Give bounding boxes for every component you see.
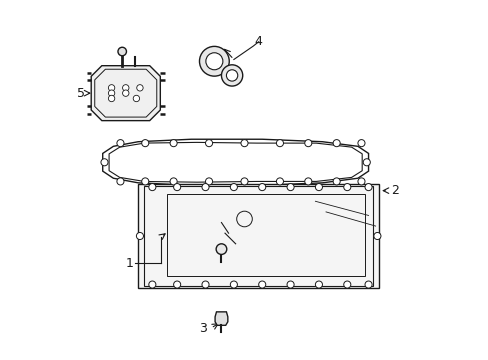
Circle shape [226,70,237,81]
Circle shape [315,184,322,191]
Text: 5: 5 [77,87,85,100]
Circle shape [117,178,124,185]
Circle shape [199,46,229,76]
Circle shape [108,95,115,102]
Circle shape [286,281,293,288]
Circle shape [241,140,247,147]
Circle shape [173,281,181,288]
Circle shape [258,281,265,288]
Circle shape [241,178,247,185]
Circle shape [173,184,181,191]
Circle shape [133,95,139,102]
Circle shape [343,281,350,288]
Circle shape [108,85,115,91]
Text: 3: 3 [199,321,207,335]
Circle shape [205,140,212,147]
Circle shape [148,184,156,191]
Circle shape [363,159,369,166]
Circle shape [304,178,311,185]
Circle shape [202,184,209,191]
Circle shape [148,281,156,288]
Circle shape [276,178,283,185]
Circle shape [304,140,311,147]
Polygon shape [102,139,368,185]
Circle shape [357,140,364,147]
Circle shape [136,233,143,239]
Text: 4: 4 [254,35,262,48]
Circle shape [202,281,209,288]
Circle shape [170,140,177,147]
Circle shape [364,184,371,191]
Circle shape [101,159,108,166]
Circle shape [205,178,212,185]
Circle shape [343,184,350,191]
Circle shape [332,140,340,147]
Circle shape [332,178,340,185]
Circle shape [373,233,380,239]
Text: 2: 2 [391,184,399,197]
Circle shape [137,85,143,91]
Circle shape [108,90,115,96]
Circle shape [276,140,283,147]
Circle shape [221,65,242,86]
Circle shape [230,184,237,191]
Circle shape [230,281,237,288]
Circle shape [205,53,223,70]
Circle shape [117,140,124,147]
Circle shape [142,140,148,147]
Circle shape [357,178,364,185]
Circle shape [315,281,322,288]
Circle shape [364,281,371,288]
Circle shape [122,85,129,91]
Circle shape [258,184,265,191]
Circle shape [170,178,177,185]
Circle shape [122,90,129,96]
Polygon shape [138,184,378,288]
Text: 1: 1 [125,257,133,270]
Circle shape [286,184,293,191]
Circle shape [142,178,148,185]
Polygon shape [91,66,160,121]
Polygon shape [215,312,227,325]
Circle shape [216,244,226,255]
Circle shape [118,47,126,56]
